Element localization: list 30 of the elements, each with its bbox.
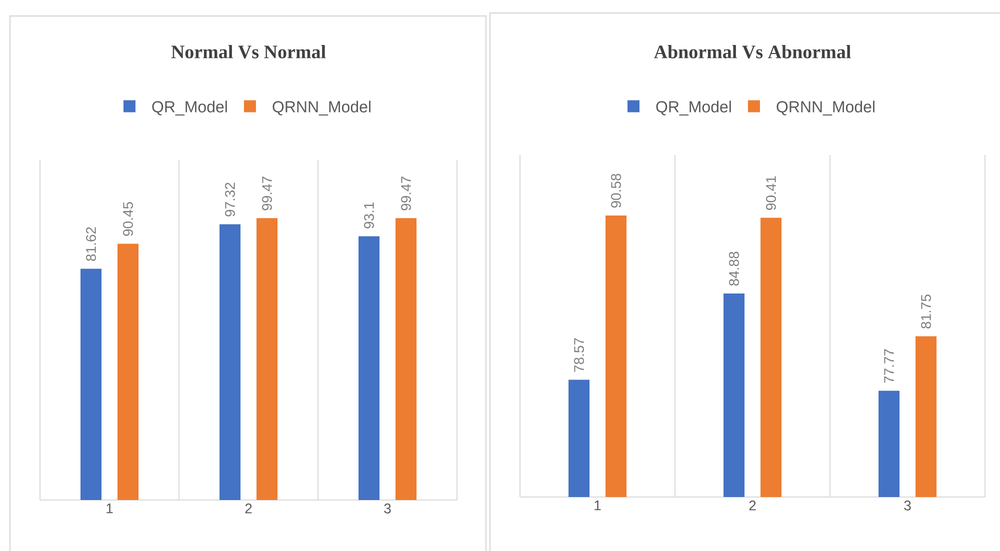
bar	[118, 244, 139, 500]
bar	[220, 224, 241, 500]
chart-title: Normal Vs Normal	[171, 45, 326, 58]
legend-label: QRNN_Model	[776, 100, 874, 116]
legend-label: QR_Model	[656, 100, 731, 116]
data-label: 99.47	[262, 176, 272, 210]
x-tick-label: 1	[594, 500, 601, 510]
bar	[256, 218, 278, 500]
x-tick-label: 3	[904, 500, 911, 510]
x-tick-label: 2	[245, 504, 252, 514]
legend-label: QR_Model	[152, 100, 227, 116]
data-label: 90.45	[123, 202, 133, 236]
bar	[80, 268, 102, 500]
data-label: 97.32	[225, 182, 235, 216]
bar	[396, 218, 417, 500]
x-tick-label: 3	[384, 504, 391, 514]
x-tick-label: 2	[749, 500, 756, 510]
data-label: 77.77	[884, 349, 894, 383]
legend-label: QRNN_Model	[272, 100, 370, 116]
data-label: 93.1	[364, 202, 374, 228]
data-label: 84.88	[729, 252, 739, 286]
data-label: 81.62	[86, 227, 96, 261]
data-label: 90.58	[611, 174, 621, 208]
chart-title: Abnormal Vs Abnormal	[654, 45, 851, 58]
data-label: 78.57	[574, 338, 584, 372]
data-label: 90.41	[766, 176, 776, 210]
data-label: 81.75	[921, 294, 931, 328]
x-tick-label: 1	[106, 504, 113, 514]
bar	[358, 236, 380, 500]
data-label: 99.47	[401, 176, 411, 210]
